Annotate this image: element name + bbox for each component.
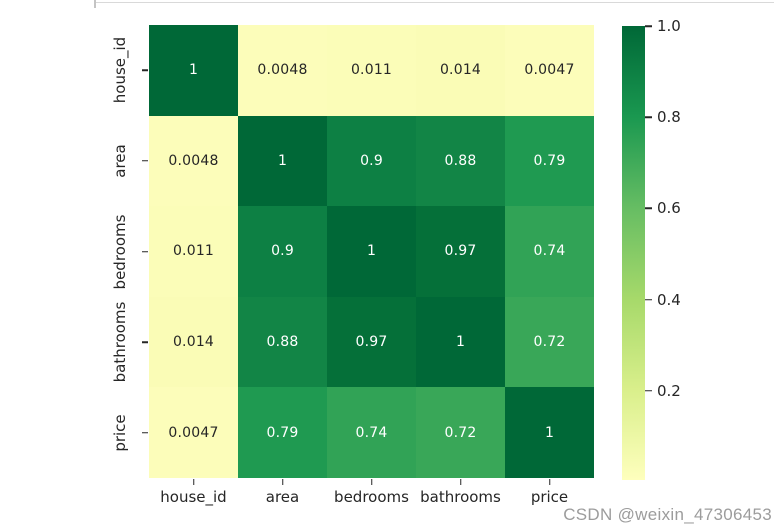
heatmap-cell-area-bathrooms: 0.88 — [416, 115, 505, 207]
heatmap-cell-house_id-price: 0.0047 — [505, 25, 594, 116]
top-divider-notch — [94, 0, 96, 8]
heatmap-cell-bedrooms-house_id: 0.011 — [149, 206, 238, 297]
y-axis-tick — [142, 431, 148, 434]
x-axis-tick — [281, 479, 284, 485]
colorbar-tick-label-1.0: 1.0 — [657, 17, 681, 35]
colorbar-tick — [645, 298, 652, 301]
x-axis-label-bedrooms: bedrooms — [334, 488, 409, 506]
heatmap-cell-bathrooms-price: 0.72 — [505, 296, 594, 388]
x-axis-label-house_id: house_id — [160, 488, 227, 506]
heatmap-cell-price-bathrooms: 0.72 — [416, 387, 505, 478]
y-axis-label-house_id: house_id — [111, 37, 129, 104]
top-divider — [95, 2, 774, 3]
heatmap-cell-area-house_id: 0.0048 — [149, 115, 238, 207]
heatmap-grid: 1 0.0048 0.011 0.014 0.0047 0.0048 1 0.9 0.88 0.7… — [149, 25, 594, 478]
colorbar — [622, 26, 645, 480]
x-axis-tick — [370, 479, 373, 485]
x-axis-label-price: price — [530, 488, 569, 506]
heatmap-cell-bedrooms-bedrooms: 1 — [327, 206, 416, 297]
heatmap-cell-price-house_id: 0.0047 — [149, 387, 238, 478]
heatmap-cell-bedrooms-area: 0.9 — [238, 206, 327, 297]
x-axis-tick — [192, 479, 195, 485]
y-axis-label-bedrooms: bedrooms — [111, 214, 129, 289]
heatmap-cell-area-bedrooms: 0.9 — [327, 115, 416, 207]
heatmap-cell-house_id-bedrooms: 0.011 — [327, 25, 416, 116]
heatmap-cell-house_id-bathrooms: 0.014 — [416, 25, 505, 116]
heatmap-cell-bathrooms-bedrooms: 0.97 — [327, 296, 416, 388]
colorbar-tick — [645, 25, 652, 27]
x-axis-tick — [548, 479, 551, 485]
x-axis-label-area: area — [265, 488, 300, 506]
heatmap-cell-bathrooms-bathrooms: 1 — [416, 296, 505, 388]
heatmap-cell-bathrooms-area: 0.88 — [238, 296, 327, 388]
colorbar-tick-label-0.6: 0.6 — [657, 199, 681, 218]
y-axis-tick — [142, 250, 148, 253]
y-axis-label-price: price — [111, 414, 129, 452]
x-axis-label-bathrooms: bathrooms — [420, 488, 501, 506]
colorbar-tick — [645, 390, 652, 392]
heatmap-cell-house_id-house_id: 1 — [149, 25, 238, 116]
heatmap-cell-bedrooms-bathrooms: 0.97 — [416, 206, 505, 297]
y-axis-tick — [142, 160, 148, 162]
heatmap-cell-price-price: 1 — [505, 387, 594, 478]
x-axis-tick — [459, 479, 462, 485]
y-axis-tick — [142, 69, 148, 72]
heatmap-cell-area-area: 1 — [238, 115, 327, 207]
heatmap-cell-area-price: 0.79 — [505, 115, 594, 207]
y-axis-label-area: area — [111, 144, 129, 178]
heatmap-cell-price-bedrooms: 0.74 — [327, 387, 416, 478]
y-axis-tick — [142, 341, 148, 343]
heatmap-cell-house_id-area: 0.0048 — [238, 25, 327, 116]
heatmap-cell-bathrooms-house_id: 0.014 — [149, 296, 238, 388]
colorbar-tick-label-0.2: 0.2 — [657, 381, 681, 400]
colorbar-tick-label-0.4: 0.4 — [657, 290, 681, 309]
heatmap-cell-price-area: 0.79 — [238, 387, 327, 478]
watermark: CSDN @weixin_47306453 — [563, 505, 772, 524]
y-axis-label-bathrooms: bathrooms — [111, 301, 129, 383]
colorbar-tick — [645, 207, 652, 210]
colorbar-tick-label-0.8: 0.8 — [657, 108, 681, 127]
colorbar-tick — [645, 116, 652, 118]
heatmap-cell-bedrooms-price: 0.74 — [505, 206, 594, 297]
